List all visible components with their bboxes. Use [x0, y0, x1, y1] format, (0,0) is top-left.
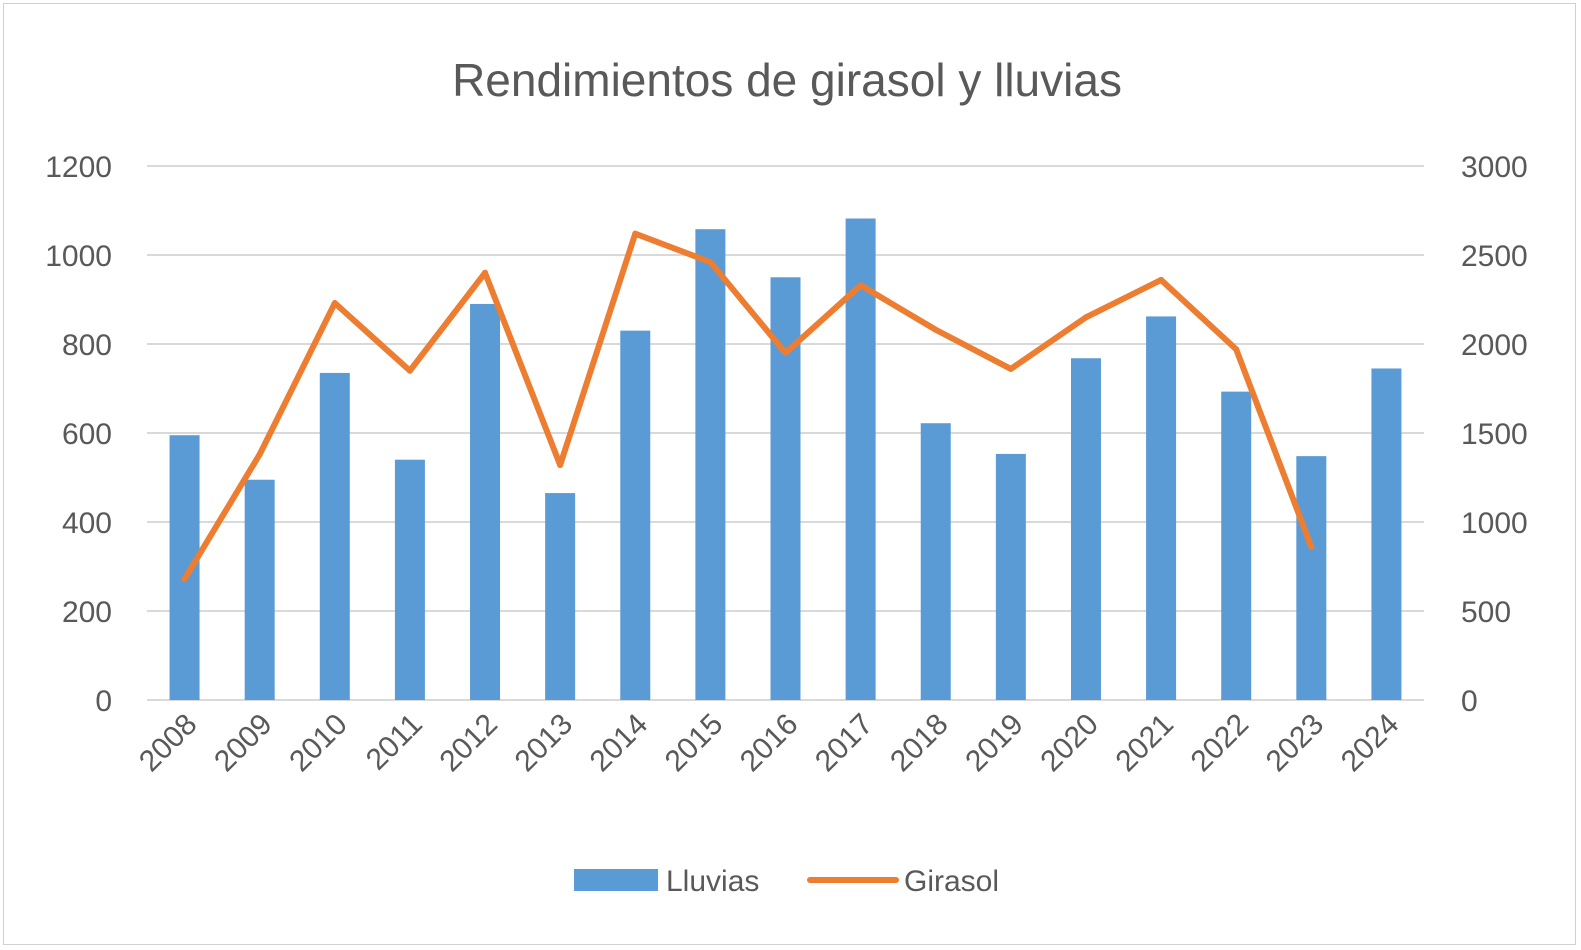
x-axis-tick-label: 2020	[1034, 708, 1105, 779]
girasol-point	[1308, 543, 1315, 550]
lluvias-bar	[1296, 456, 1327, 700]
girasol-point	[181, 575, 188, 582]
right-axis-tick-label: 500	[1461, 596, 1511, 629]
girasol-point	[1082, 314, 1089, 321]
right-axis-tick-label: 3000	[1461, 151, 1528, 184]
left-axis-tick-label: 800	[62, 329, 112, 362]
girasol-point	[857, 282, 864, 289]
lluvias-bar	[244, 479, 275, 700]
x-axis-tick-label: 2014	[584, 708, 655, 779]
right-axis-tick-label: 1500	[1461, 418, 1528, 451]
x-axis-tick-label: 2024	[1335, 708, 1406, 779]
lluvias-bar	[620, 330, 651, 700]
x-axis-tick-label: 2011	[360, 708, 429, 777]
left-axis-tick-label: 200	[62, 596, 112, 629]
lluvias-bar	[394, 459, 425, 700]
girasol-point	[1007, 365, 1014, 372]
x-axis-tick-label: 2021	[1110, 708, 1181, 779]
x-axis-tick-label: 2022	[1185, 708, 1256, 779]
lluvias-bar	[695, 229, 726, 700]
chart-canvas: Rendimientos de girasol y lluvias 0 200 40…	[45, 54, 1528, 898]
x-axis-tick-label: 2012	[433, 708, 504, 779]
girasol-point	[1233, 346, 1240, 353]
girasol-point	[632, 230, 639, 237]
lluvias-bar	[1146, 316, 1177, 700]
lluvias-bars	[169, 218, 1402, 700]
legend-label-lluvias: Lluvias	[666, 865, 759, 898]
lluvias-bar	[920, 423, 951, 700]
chart-title: Rendimientos de girasol y lluvias	[452, 54, 1122, 106]
left-axis-tick-label: 1200	[45, 151, 112, 184]
girasol-point	[331, 300, 338, 307]
x-axis-ticks: 2008 2009 2010 2011 2012 2013 2014 2015 2016 2017…	[133, 708, 1405, 779]
left-axis-tick-label: 0	[95, 685, 112, 718]
left-axis-tick-label: 1000	[45, 240, 112, 273]
right-axis-ticks: 0 500 1000 1500 2000 2500 3000	[1461, 151, 1528, 718]
left-axis-tick-label: 600	[62, 418, 112, 451]
x-axis-tick-label: 2017	[809, 708, 880, 779]
x-axis-tick-label: 2018	[884, 708, 955, 779]
x-axis-tick-label: 2013	[509, 708, 580, 779]
x-axis-tick-label: 2009	[208, 708, 279, 779]
lluvias-bar	[470, 303, 501, 700]
girasol-point	[932, 326, 939, 333]
lluvias-bar	[1070, 358, 1101, 700]
x-axis-tick-label: 2016	[734, 708, 805, 779]
lluvias-bar	[1221, 391, 1252, 700]
legend-swatch-lluvias	[574, 869, 658, 891]
x-axis-tick-label: 2008	[133, 708, 204, 779]
right-axis-tick-label: 2500	[1461, 240, 1528, 273]
x-axis-tick-label: 2019	[959, 708, 1030, 779]
x-axis-tick-label: 2010	[283, 708, 354, 779]
girasol-point	[557, 462, 564, 469]
girasol-point	[406, 367, 413, 374]
lluvias-bar	[169, 435, 200, 700]
girasol-point	[707, 259, 714, 266]
girasol-point	[782, 349, 789, 356]
right-axis-tick-label: 2000	[1461, 329, 1528, 362]
lluvias-bar	[319, 372, 350, 700]
lluvias-bar	[845, 218, 876, 700]
lluvias-bar	[1371, 368, 1402, 700]
chart-frame: Rendimientos de girasol y lluvias 0 200 40…	[3, 3, 1576, 945]
x-axis-tick-label: 2015	[659, 708, 730, 779]
lluvias-bar	[545, 493, 576, 700]
right-axis-tick-label: 1000	[1461, 507, 1528, 540]
girasol-series-line	[181, 230, 1315, 582]
legend: Lluvias Girasol	[574, 865, 999, 898]
girasol-point	[1158, 276, 1165, 283]
left-axis-ticks: 0 200 400 600 800 1000 1200	[45, 151, 112, 718]
right-axis-tick-label: 0	[1461, 685, 1478, 718]
girasol-line	[181, 230, 1315, 582]
lluvias-bar	[995, 453, 1026, 700]
left-axis-tick-label: 400	[62, 507, 112, 540]
legend-label-girasol: Girasol	[904, 865, 999, 898]
girasol-point	[256, 451, 263, 458]
girasol-point	[482, 269, 489, 276]
x-axis-tick-label: 2023	[1260, 708, 1331, 779]
